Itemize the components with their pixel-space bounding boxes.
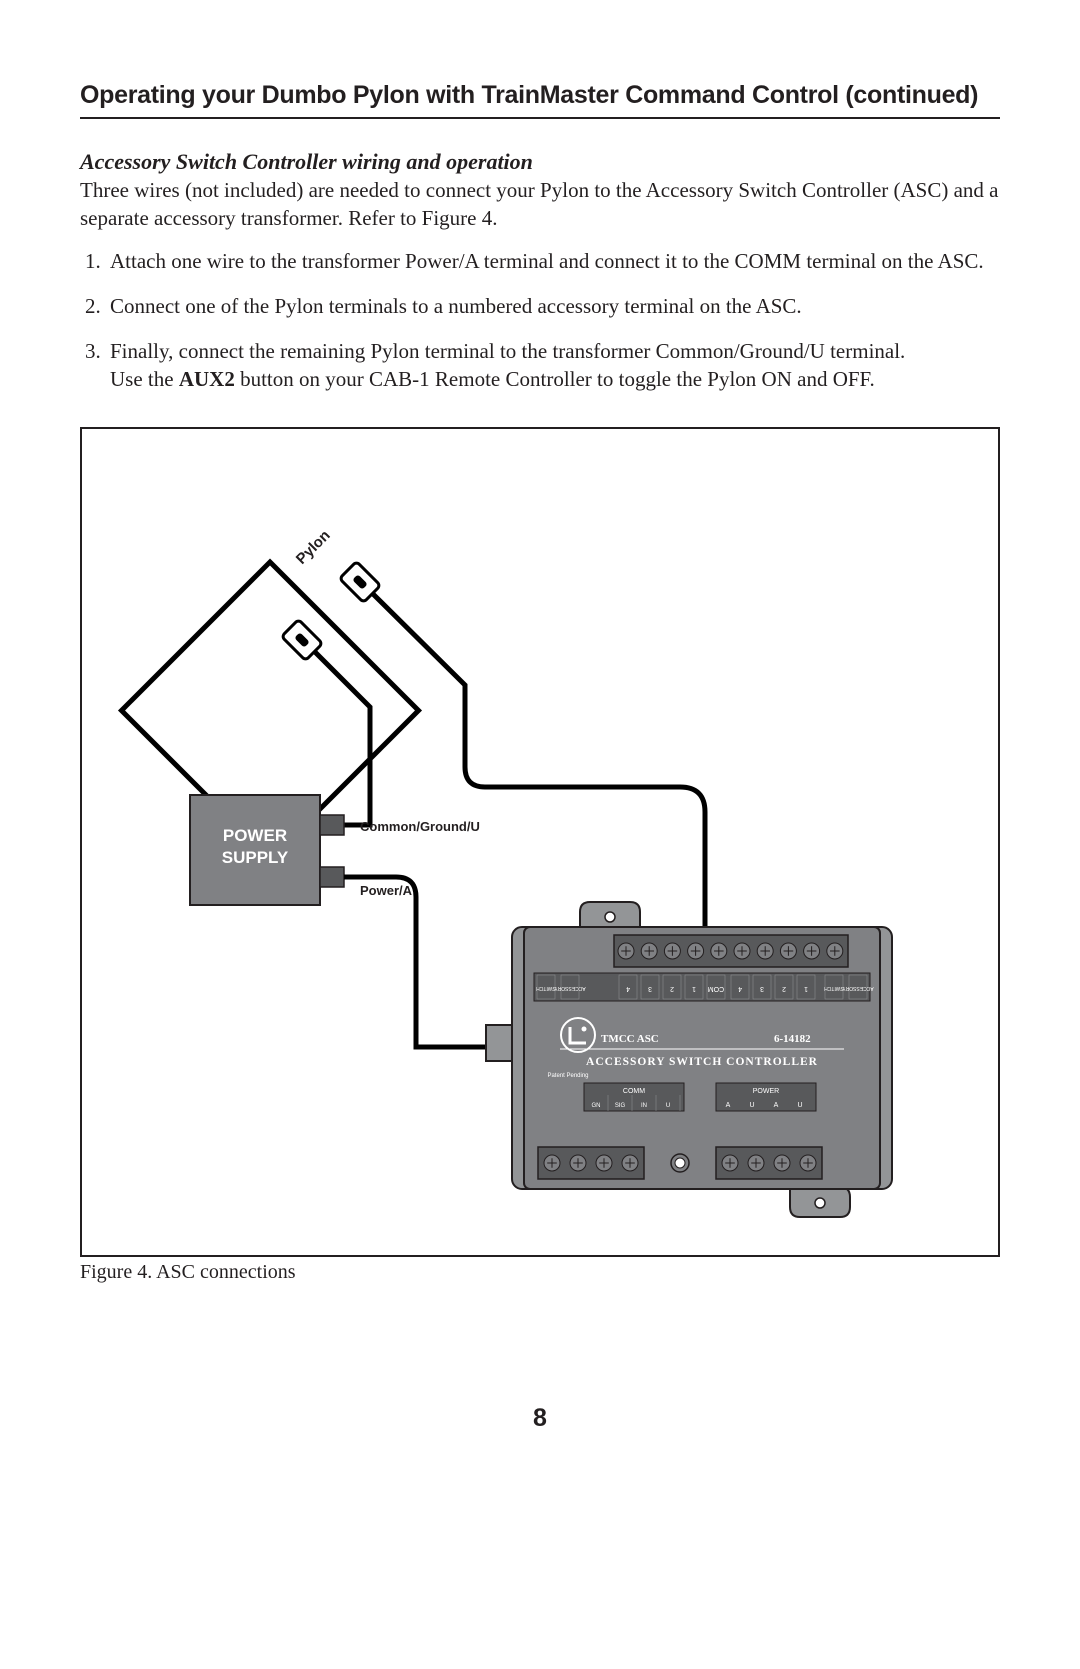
step-3a: Finally, connect the remaining Pylon ter… (110, 339, 905, 363)
page-title: Operating your Dumbo Pylon with TrainMas… (80, 80, 1000, 111)
svg-text:SWITCH: SWITCH (824, 985, 844, 991)
pylon-label: Pylon (293, 527, 334, 568)
page-number: 8 (80, 1404, 1000, 1433)
figure-caption: Figure 4. ASC connections (80, 1261, 1000, 1284)
step-1: Attach one wire to the transformer Power… (106, 248, 1000, 275)
title-rule (80, 117, 1000, 119)
svg-text:1: 1 (692, 985, 696, 992)
svg-text:2: 2 (782, 985, 786, 992)
svg-text:U: U (749, 1102, 754, 1109)
step-3b-pre: Use the (110, 367, 179, 391)
power-supply-line1: POWER (223, 826, 287, 845)
terminal-common-label: Common/Ground/U (360, 819, 480, 834)
svg-text:ACCESSORY: ACCESSORY (842, 985, 874, 991)
svg-text:U: U (666, 1103, 670, 1109)
svg-text:3: 3 (760, 985, 764, 992)
svg-text:A: A (726, 1102, 731, 1109)
asc-unit: SWITCHACCESSORY4321COM4321SWITCHACCESSOR… (486, 902, 892, 1217)
svg-text:4: 4 (626, 985, 630, 992)
svg-text:GN: GN (592, 1103, 601, 1109)
svg-text:SIG: SIG (615, 1103, 626, 1109)
subheading: Accessory Switch Controller wiring and o… (80, 149, 1000, 175)
step-2: Connect one of the Pylon terminals to a … (106, 293, 1000, 320)
figure-4: Pylon POWER SUPPLY Common/Gro (80, 427, 1000, 1284)
steps-list: Attach one wire to the transformer Power… (80, 248, 1000, 393)
svg-text:2: 2 (670, 985, 674, 992)
wiring-diagram: Pylon POWER SUPPLY Common/Gro (80, 427, 1000, 1257)
svg-text:3: 3 (648, 985, 652, 992)
asc-patent: Patent Pending (547, 1073, 588, 1079)
asc-power-label: POWER (753, 1088, 779, 1095)
svg-text:COM: COM (708, 985, 725, 992)
terminal-power-label: Power/A (360, 883, 413, 898)
asc-main-text: ACCESSORY SWITCH CONTROLLER (586, 1056, 818, 1068)
svg-text:ACCESSORY: ACCESSORY (554, 985, 586, 991)
asc-partno: 6-14182 (774, 1033, 811, 1045)
svg-text:1: 1 (804, 985, 808, 992)
svg-text:U: U (797, 1102, 802, 1109)
step-3: Finally, connect the remaining Pylon ter… (106, 338, 1000, 393)
intro-paragraph: Three wires (not included) are needed to… (80, 177, 1000, 232)
power-supply-line2: SUPPLY (222, 848, 289, 867)
asc-tmcc-text: TMCC ASC (601, 1033, 659, 1045)
asc-comm-label: COMM (623, 1088, 645, 1095)
svg-text:SWITCH: SWITCH (536, 985, 556, 991)
svg-text:4: 4 (738, 985, 742, 992)
svg-text:IN: IN (641, 1103, 647, 1109)
step-3b-bold: AUX2 (179, 367, 235, 391)
svg-text:A: A (774, 1102, 779, 1109)
step-3b-post: button on your CAB-1 Remote Controller t… (235, 367, 875, 391)
